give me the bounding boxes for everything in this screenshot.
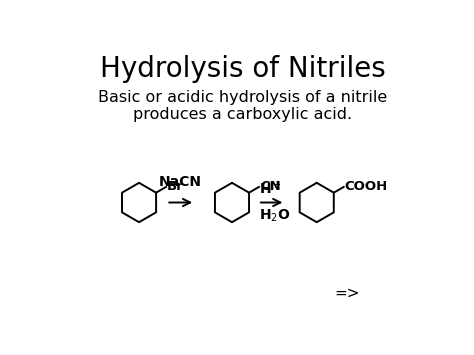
- Text: produces a carboxylic acid.: produces a carboxylic acid.: [133, 107, 353, 122]
- Text: Basic or acidic hydrolysis of a nitrile: Basic or acidic hydrolysis of a nitrile: [98, 91, 388, 105]
- Text: =>: =>: [334, 286, 360, 301]
- Text: COOH: COOH: [345, 180, 388, 193]
- Text: H$_2$O: H$_2$O: [259, 207, 291, 224]
- Text: H$^+$: H$^+$: [259, 180, 282, 198]
- Text: NaCN: NaCN: [159, 175, 202, 189]
- Text: Br: Br: [167, 180, 184, 193]
- Text: Hydrolysis of Nitriles: Hydrolysis of Nitriles: [100, 55, 386, 83]
- Text: CN: CN: [260, 180, 281, 193]
